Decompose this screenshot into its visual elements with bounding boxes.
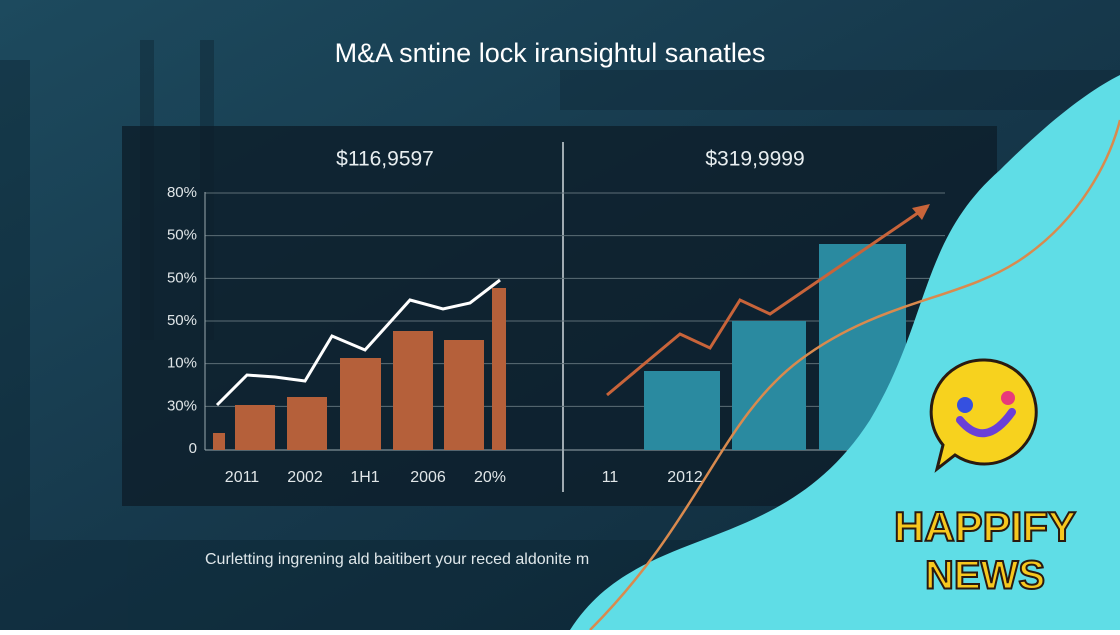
logo-icon	[929, 358, 1038, 473]
panel-value: $319,9999	[705, 148, 804, 171]
y-tick-label: 50%	[167, 312, 197, 329]
y-tick-label: 0	[189, 440, 197, 457]
panel-value: $116,9597	[336, 148, 434, 171]
x-tick-label: 2006	[410, 469, 446, 486]
x-tick-label: 2002	[287, 469, 323, 486]
title: M&A sntine lock iransightul sanatles	[335, 38, 766, 68]
y-tick-label: 10%	[167, 355, 197, 372]
x-tick-label: 2012	[667, 469, 703, 486]
cyan-wave	[570, 75, 1120, 630]
x-tick-label: 20%	[474, 469, 506, 486]
x-labels: 2011 2002 1H1 2006 20% 11 2012	[225, 469, 703, 486]
trend-line	[215, 278, 501, 407]
y-tick-label: 30%	[167, 397, 197, 414]
bars-right	[644, 244, 906, 450]
logo-text: HAPPIFY	[894, 503, 1076, 550]
x-tick-label: 1H1	[350, 469, 379, 486]
bars-left	[213, 288, 506, 450]
y-tick-label: 80%	[167, 184, 197, 201]
x-tick-label: 11	[602, 469, 619, 486]
y-tick-label: 50%	[167, 227, 197, 244]
x-tick-label: 2011	[225, 469, 260, 486]
accent-curve	[589, 119, 1120, 631]
caption: Curletting ingrening ald baitibert your …	[205, 551, 589, 568]
logo-text: NEWS	[925, 554, 1045, 598]
arrow-head	[912, 204, 930, 220]
y-tick-label: 50%	[167, 269, 197, 286]
trend-line	[606, 204, 929, 397]
